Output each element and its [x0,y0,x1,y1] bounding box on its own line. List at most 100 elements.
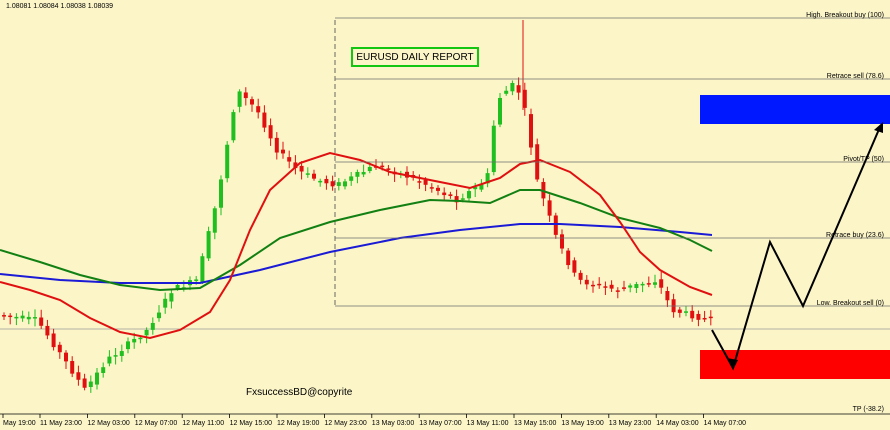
time-label: 11 May 23:00 [40,420,82,427]
candle [39,317,44,326]
candle [138,337,143,340]
fib-label: Low. Breakout sell (0) [817,300,884,307]
candle [653,282,657,285]
time-label: 12 May 07:00 [135,420,178,427]
candle [460,198,465,200]
time-label: 12 May 19:00 [277,420,320,427]
candle [467,191,471,199]
fib-label: Retrace buy (23.6) [826,232,884,239]
candle [591,284,595,287]
candle [473,186,478,190]
candle [33,317,37,319]
candle [45,325,50,336]
arrow-head [727,358,738,370]
candle [504,90,509,94]
candle [479,184,484,190]
candle [268,125,273,139]
candle [628,285,633,288]
candle [20,315,25,319]
time-label: 12 May 23:00 [324,420,367,427]
candle [200,256,205,282]
fib-label: Pivot/TP (50) [843,156,884,163]
time-label: 13 May 19:00 [561,420,604,427]
report-box [351,47,479,67]
candle [436,187,440,191]
report-title: EURUSD DAILY REPORT [356,52,473,63]
candle [169,293,174,302]
fib-label: High. Breakout buy (100) [806,12,884,19]
candle [708,316,713,319]
candle [76,372,81,380]
candle [330,181,335,187]
candle [566,250,571,266]
candle [231,112,236,141]
candle [640,283,645,286]
candle [597,283,602,286]
candle [386,168,391,170]
candle [349,176,354,181]
candle [553,215,558,235]
candle [212,208,217,233]
candle [522,89,527,108]
candle [113,355,118,357]
candle [157,312,161,319]
candle [324,178,329,184]
candle [237,91,242,107]
candle [281,149,285,154]
candle [609,284,614,289]
candle [560,234,564,249]
candle [578,272,583,280]
watermark: FxsuccessBD@copyrite [246,387,353,398]
candle [57,344,62,353]
arrow-head [874,122,883,133]
candle [150,322,155,330]
candle [88,381,93,387]
candle [274,137,279,153]
candle [107,356,112,364]
candle [622,287,626,289]
candle [70,361,75,374]
time-label: 13 May 11:00 [467,420,509,427]
fib-label: TP (-38.2) [853,406,884,413]
candle [343,181,347,187]
candle [634,284,639,288]
time-label: 14 May 03:00 [656,420,699,427]
candle [119,351,124,356]
candle [175,284,180,289]
candle [336,182,341,186]
candle [26,316,31,320]
candle [417,181,422,183]
candle [82,378,87,388]
ma-red [0,151,713,340]
candle [64,352,68,362]
candle [547,200,552,216]
candle [101,367,106,373]
candle [355,171,360,177]
candle [572,260,577,273]
candle [684,311,688,313]
candle [423,179,428,185]
candle [163,298,168,308]
time-label: 12 May 11:00 [182,420,224,427]
candle [361,172,366,175]
candle [318,180,323,183]
candle [250,99,254,105]
candle [702,317,707,320]
fib-levels: High. Breakout buy (100) Retrace sell (78… [335,12,890,413]
candle [510,82,515,92]
time-label: 12 May 15:00 [230,420,273,427]
candle [690,310,695,319]
candle [2,315,6,317]
candle [448,194,453,197]
candle [51,333,56,348]
fib-label: Retrace sell (78.6) [827,73,884,80]
candle [516,85,521,93]
time-label: 12 May 03:00 [87,420,130,427]
candle [454,196,459,203]
time-label: 13 May 07:00 [419,420,462,427]
candle [603,286,608,288]
candle [529,114,533,148]
candle [287,157,292,162]
